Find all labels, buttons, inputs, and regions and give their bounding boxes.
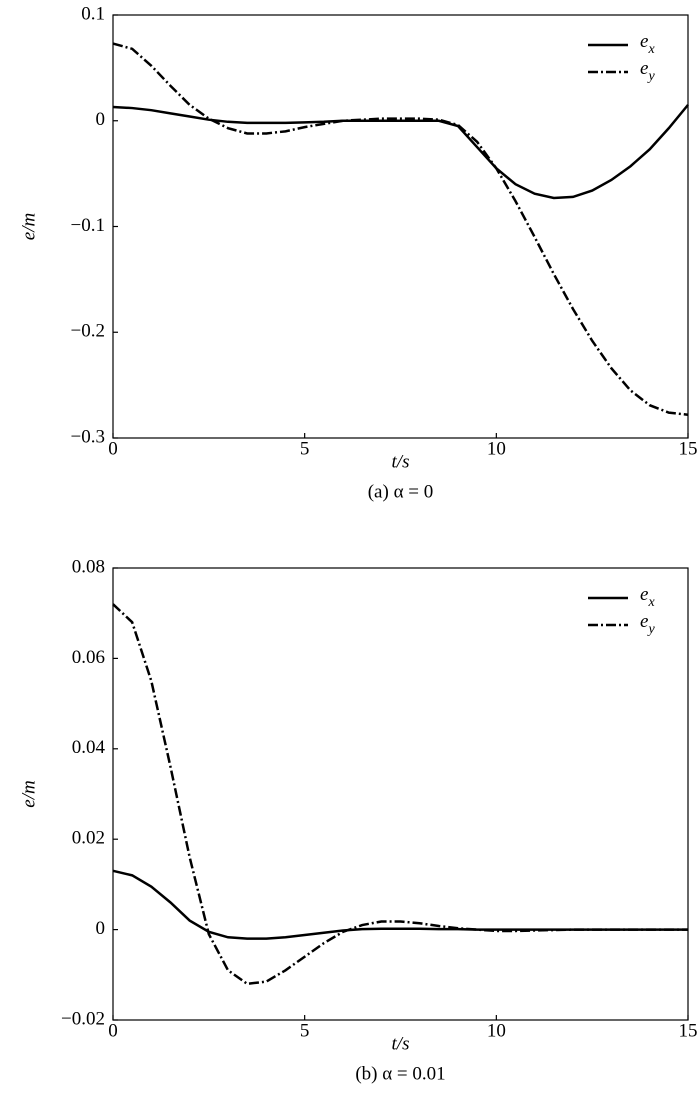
data-line — [112, 104, 689, 200]
y-axis-label: e/m — [18, 213, 39, 240]
y-tick-label: −0.02 — [61, 1008, 105, 1029]
x-tick-label: 5 — [300, 438, 310, 459]
legend-name: e — [640, 611, 648, 632]
legend-label: ey — [640, 611, 655, 637]
y-tick-label: 0.04 — [72, 737, 106, 758]
y-tick-label: 0.1 — [81, 3, 105, 24]
axes-frame — [112, 14, 689, 439]
y-tick-label: −0.3 — [71, 426, 105, 447]
legend-name: e — [640, 584, 648, 605]
legend-subscript: y — [646, 622, 655, 637]
y-tick-label: −0.2 — [71, 321, 105, 342]
data-line — [112, 603, 688, 986]
legend-subscript: x — [647, 595, 655, 610]
x-tick-label: 15 — [679, 438, 698, 459]
legend-name: e — [640, 58, 648, 79]
legend-label: ex — [640, 584, 655, 610]
y-tick-label: 0.02 — [72, 828, 105, 849]
legend-subscript: y — [646, 69, 655, 84]
data-line — [112, 42, 689, 416]
legend-name: e — [640, 31, 648, 52]
y-axis-label: e/m — [18, 780, 39, 807]
y-tick-label: −0.1 — [71, 215, 105, 236]
y-tick-label: 0 — [96, 918, 106, 939]
axes-frame — [112, 567, 689, 1021]
x-tick-label: 5 — [300, 1020, 310, 1041]
y-tick-label: 0 — [96, 109, 106, 130]
y-tick-label: 0.06 — [72, 647, 105, 668]
x-tick-label: 15 — [679, 1020, 698, 1041]
x-tick-label: 0 — [108, 1020, 118, 1041]
legend-label: ex — [640, 31, 655, 57]
x-tick-label: 10 — [487, 1020, 506, 1041]
caption: (a) α = 0 — [368, 481, 434, 502]
caption: (b) α = 0.01 — [355, 1063, 445, 1084]
x-axis-label: t/s — [392, 1033, 410, 1054]
legend-label: ey — [640, 58, 655, 84]
legend-subscript: x — [647, 42, 655, 57]
x-axis-label: t/s — [392, 451, 410, 472]
x-tick-label: 0 — [108, 438, 118, 459]
x-tick-label: 10 — [487, 438, 506, 459]
y-tick-label: 0.08 — [72, 556, 105, 577]
